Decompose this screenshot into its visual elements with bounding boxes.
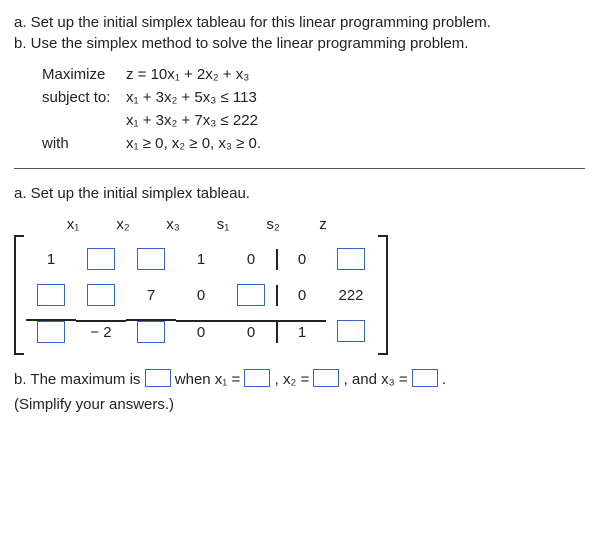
r1c5: 0 bbox=[226, 249, 276, 270]
part-b-prefix: b. The maximum is bbox=[14, 371, 145, 388]
problem-part-b: b. Use the simplex method to solve the l… bbox=[14, 33, 585, 54]
maximize-label: Maximize bbox=[42, 64, 126, 85]
constraint-2: x₁ + 3x₂ + 7x₃ ≤ 222 bbox=[126, 110, 258, 131]
part-b-x2: , x₂ = bbox=[275, 371, 314, 388]
separator bbox=[14, 168, 585, 169]
header-x1: x₁ bbox=[48, 214, 98, 235]
bracket-right bbox=[378, 235, 388, 355]
r1c3-input[interactable] bbox=[137, 248, 165, 270]
lp-formulation: Maximize z = 10x₁ + 2x₂ + x₃ subject to:… bbox=[42, 64, 585, 154]
bracket-left bbox=[14, 235, 24, 355]
r1c4: 1 bbox=[176, 249, 226, 270]
max-value-input[interactable] bbox=[145, 369, 171, 387]
header-x2: x₂ bbox=[98, 214, 148, 235]
r3c6: 1 bbox=[276, 320, 326, 343]
x3-value-input[interactable] bbox=[412, 369, 438, 387]
r2c1-input[interactable] bbox=[37, 284, 65, 306]
section-a-title: a. Set up the initial simplex tableau. bbox=[14, 183, 585, 204]
header-s1: s₁ bbox=[198, 214, 248, 235]
tableau-row-1: 1 1 0 0 bbox=[26, 241, 376, 277]
r3c4: 0 bbox=[176, 320, 226, 343]
subject-to-label: subject to: bbox=[42, 87, 126, 108]
header-s2: s₂ bbox=[248, 214, 298, 235]
tableau-row-2: 7 0 0 222 bbox=[26, 277, 376, 313]
x1-value-input[interactable] bbox=[244, 369, 270, 387]
r2c6: 0 bbox=[276, 285, 326, 306]
part-b-period: . bbox=[442, 371, 446, 388]
part-b-when: when x₁ = bbox=[175, 371, 245, 388]
objective-function: z = 10x₁ + 2x₂ + x₃ bbox=[126, 64, 249, 85]
nonneg-constraints: x₁ ≥ 0, x₂ ≥ 0, x₃ ≥ 0. bbox=[126, 133, 261, 154]
r3c5: 0 bbox=[226, 320, 276, 343]
header-x3: x₃ bbox=[148, 214, 198, 235]
r2c4: 0 bbox=[176, 285, 226, 306]
r2c5-input[interactable] bbox=[237, 284, 265, 306]
r1c7-input[interactable] bbox=[337, 248, 365, 270]
with-label: with bbox=[42, 133, 126, 154]
problem-part-a: a. Set up the initial simplex tableau fo… bbox=[14, 12, 585, 33]
r2c2-input[interactable] bbox=[87, 284, 115, 306]
header-rhs bbox=[348, 214, 398, 235]
r2c3: 7 bbox=[126, 285, 176, 306]
part-b-answer: b. The maximum is when x₁ = , x₂ = , and… bbox=[14, 369, 585, 390]
r3c3-input[interactable] bbox=[137, 321, 165, 343]
r2c7: 222 bbox=[326, 285, 376, 306]
r3c7-input[interactable] bbox=[337, 320, 365, 342]
r1c2-input[interactable] bbox=[87, 248, 115, 270]
x2-value-input[interactable] bbox=[313, 369, 339, 387]
part-b-x3: , and x₃ = bbox=[344, 371, 412, 388]
constraint-1: x₁ + 3x₂ + 5x₃ ≤ 113 bbox=[126, 87, 257, 108]
r1c6: 0 bbox=[276, 249, 326, 270]
simplex-tableau: x₁ x₂ x₃ s₁ s₂ z 1 1 0 0 7 0 bbox=[14, 214, 585, 355]
tableau-row-3: − 2 0 0 1 bbox=[26, 313, 376, 349]
r1c1: 1 bbox=[26, 249, 76, 270]
header-z: z bbox=[298, 214, 348, 235]
r3c1-input[interactable] bbox=[37, 321, 65, 343]
r3c2: − 2 bbox=[76, 320, 126, 343]
simplify-note: (Simplify your answers.) bbox=[14, 394, 585, 415]
